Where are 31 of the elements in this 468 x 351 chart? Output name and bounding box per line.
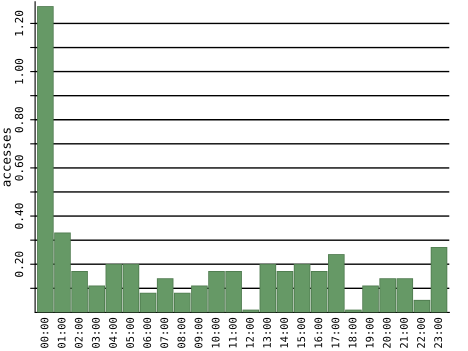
x-tick-label: 08:00 [177, 318, 186, 348]
x-tick-label: 16:00 [314, 318, 322, 348]
x-tick-label: 07:00 [160, 318, 168, 348]
x-tick-label: 04:00 [109, 318, 117, 348]
x-tick-label: 20:00 [382, 318, 391, 348]
y-tick-label: 0.40 [14, 203, 24, 229]
x-tick-label: 11:00 [228, 318, 237, 348]
x-tick-label: 15:00 [297, 318, 306, 348]
y-tick-label: 0.80 [14, 107, 24, 132]
x-tick-label: 05:00 [126, 318, 134, 348]
x-tick-label: 19:00 [366, 318, 374, 348]
x-tick-label: 09:00 [194, 318, 202, 348]
x-tick-label: 01:00 [58, 318, 66, 348]
x-tick-label: 10:00 [212, 318, 220, 348]
x-tick-label: 03:00 [92, 318, 100, 348]
x-tick-label: 18:00 [348, 318, 356, 348]
y-tick-label: 1.00 [14, 58, 24, 84]
x-tick-label: 13:00 [263, 318, 271, 348]
x-tick-label: 22:00 [417, 318, 425, 348]
x-tick-label: 21:00 [400, 318, 408, 348]
x-tick-label: 02:00 [74, 318, 83, 348]
y-tick-label: 0.60 [14, 155, 24, 181]
x-tick-label: 17:00 [331, 318, 340, 348]
x-tick-label: 12:00 [246, 318, 254, 348]
x-tick-label: 14:00 [280, 318, 288, 348]
x-tick-label: 23:00 [434, 318, 442, 348]
y-axis-title: accesses [4, 128, 11, 186]
y-tick-label: 0.20 [14, 252, 24, 277]
x-tick-label: 06:00 [143, 318, 152, 348]
y-tick-label: 1.20 [14, 10, 24, 36]
x-tick-label: 00:00 [40, 318, 48, 348]
